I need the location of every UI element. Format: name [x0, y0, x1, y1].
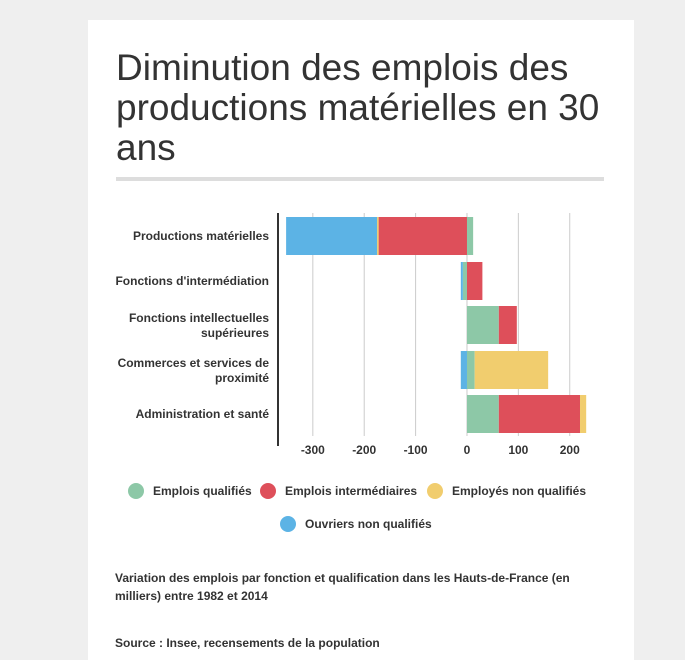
x-tick-label: -200: [352, 443, 376, 457]
chart-title: Diminution des emplois des productions m…: [116, 47, 600, 168]
legend-swatch-employes-non-qualifies: [427, 483, 443, 499]
legend-item-emplois-qualifies: Emplois qualifiés: [128, 483, 252, 499]
bar-segment: [498, 395, 581, 433]
chart-source: Source : Insee, recensements de la popul…: [115, 636, 380, 650]
chart-subtitle: Variation des emplois par fonction et qu…: [115, 571, 570, 603]
legend-label-emplois-qualifies: Emplois qualifiés: [153, 484, 252, 498]
legend-item-employes-non-qualifies: Employés non qualifiés: [427, 483, 586, 499]
bar-segment: [466, 395, 499, 433]
legend-label-ouvriers-non-qualifies: Ouvriers non qualifiés: [305, 517, 432, 531]
x-tick-label: 100: [508, 443, 528, 457]
bar-segment: [460, 351, 467, 389]
category-label: Commerces et services de proximité: [118, 356, 270, 385]
x-tick-label: 200: [560, 443, 580, 457]
bar-segment: [466, 262, 483, 300]
bar-segment: [498, 306, 517, 344]
category-label: Fonctions d'intermédiation: [115, 274, 269, 288]
chart-card: Diminution des emplois des productions m…: [88, 20, 634, 660]
bar-segment: [580, 395, 587, 433]
stacked-bar-chart: -300 -200 -100 0 100 200 Productions matériell…: [115, 213, 587, 457]
bar-segment: [466, 351, 475, 389]
legend-label-emplois-intermediaires: Emplois intermédiaires: [285, 484, 418, 498]
bar-segment: [377, 217, 379, 255]
bar-segment: [460, 262, 463, 300]
category-label: Productions matérielles: [133, 229, 269, 243]
x-tick-label: 0: [464, 443, 471, 457]
bar-segment: [466, 306, 499, 344]
category-label: Fonctions intellectuelles supérieures: [129, 311, 269, 340]
legend-swatch-emplois-intermediaires: [260, 483, 276, 499]
bar-segment: [378, 217, 467, 255]
bar-segment: [286, 217, 378, 255]
legend-swatch-ouvriers-non-qualifies: [280, 516, 296, 532]
legend-item-ouvriers-non-qualifies: Ouvriers non qualifiés: [280, 516, 432, 532]
category-label: Administration et santé: [136, 407, 270, 421]
x-tick-label: -100: [404, 443, 428, 457]
bar-segment: [462, 262, 467, 300]
legend-swatch-emplois-qualifies: [128, 483, 144, 499]
title-divider: [116, 177, 604, 181]
bar-segment: [474, 351, 549, 389]
legend-item-emplois-intermediaires: Emplois intermédiaires: [260, 483, 417, 499]
legend-label-employes-non-qualifies: Employés non qualifiés: [452, 484, 587, 498]
x-tick-label: -300: [301, 443, 325, 457]
bar-segment: [466, 217, 474, 255]
